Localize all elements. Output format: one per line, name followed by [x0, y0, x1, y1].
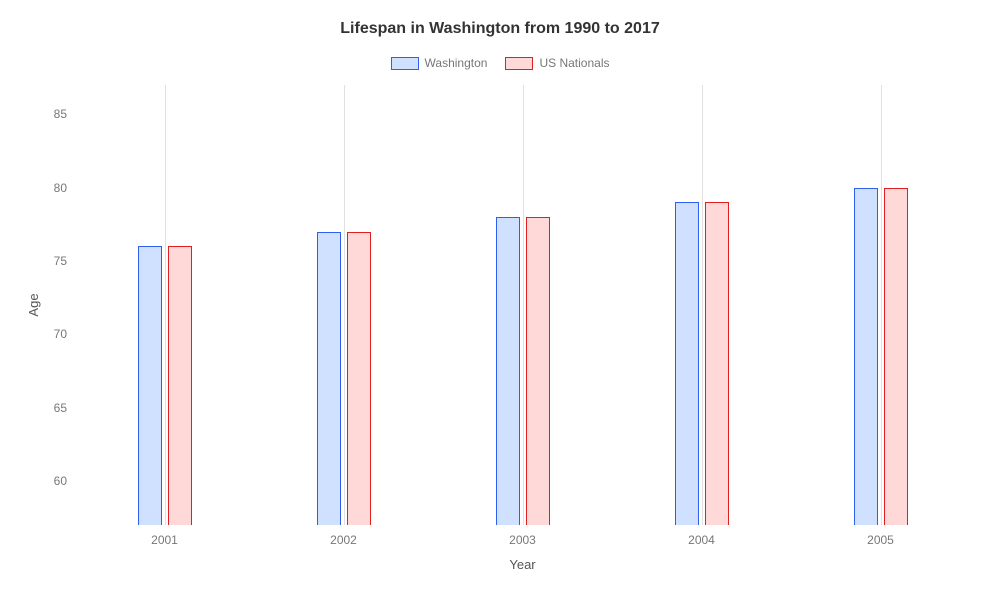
legend-label-1: US Nationals — [539, 56, 609, 70]
legend-swatch-1 — [505, 57, 533, 70]
chart-title: Lifespan in Washington from 1990 to 2017 — [30, 20, 970, 38]
bar — [705, 202, 729, 525]
y-axis: 60 65 70 75 80 85 — [30, 85, 75, 525]
bar — [675, 202, 699, 525]
plot-area — [75, 85, 970, 525]
x-axis-label: Year — [75, 557, 970, 572]
x-tick: 2002 — [330, 533, 357, 547]
y-tick: 85 — [54, 107, 67, 121]
x-tick: 2001 — [151, 533, 178, 547]
legend-label-0: Washington — [425, 56, 488, 70]
y-tick: 80 — [54, 181, 67, 195]
bar — [526, 217, 550, 525]
bar — [884, 188, 908, 525]
plot-wrapper: Age 606570758085 — [30, 85, 970, 525]
bar-group — [317, 232, 371, 525]
bar — [347, 232, 371, 525]
y-tick: 75 — [54, 254, 67, 268]
x-tick: 2004 — [688, 533, 715, 547]
bar — [496, 217, 520, 525]
legend-item-0: Washington — [391, 56, 488, 70]
y-tick: 65 — [54, 401, 67, 415]
bar — [168, 246, 192, 525]
legend-item-1: US Nationals — [505, 56, 609, 70]
bar — [854, 188, 878, 525]
x-tick: 2003 — [509, 533, 536, 547]
bar-group — [138, 246, 192, 525]
bar — [138, 246, 162, 525]
y-tick: 60 — [54, 474, 67, 488]
legend: Washington US Nationals — [30, 56, 970, 70]
y-tick: 70 — [54, 327, 67, 341]
bar — [317, 232, 341, 525]
chart-container: Lifespan in Washington from 1990 to 2017… — [0, 0, 1000, 600]
bar-group — [675, 202, 729, 525]
bar-group — [496, 217, 550, 525]
bar-group — [854, 188, 908, 525]
x-axis: 2001 2002 2003 2004 2005 — [75, 525, 970, 555]
x-tick: 2005 — [867, 533, 894, 547]
legend-swatch-0 — [391, 57, 419, 70]
